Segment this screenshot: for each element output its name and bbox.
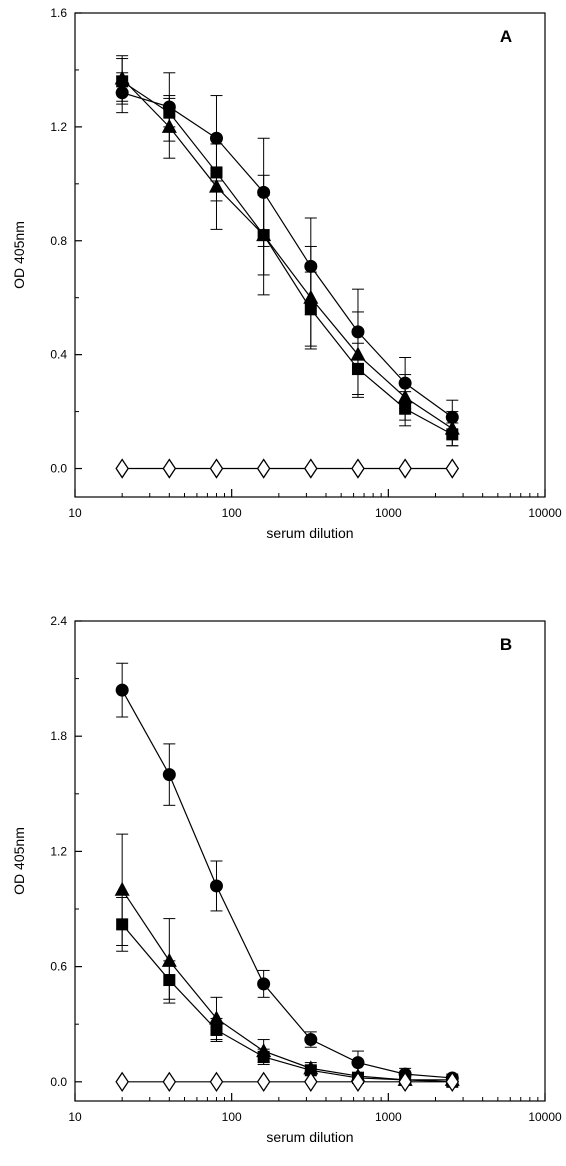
panel-b-series-line <box>121 689 453 1079</box>
panel-b-data-point-circle <box>209 879 223 893</box>
panel-b-data-point-circle <box>115 683 129 697</box>
panel-b-x-tick-label: 1000 <box>375 1110 402 1124</box>
panel-a-y-tick-label: 1.2 <box>50 120 67 134</box>
panel-a-data-point-triangle <box>256 227 272 242</box>
panel-a-x-axis-title: serum dilution <box>266 525 353 541</box>
panel-b-x-axis-title: serum dilution <box>266 1129 353 1145</box>
panel-b-y-tick-label: 1.8 <box>50 729 67 743</box>
panel-b-data-point-square <box>257 1050 270 1063</box>
panel-b-data-point-diamond <box>209 1071 224 1092</box>
panel-a-series-line <box>121 92 453 418</box>
panel-b-series-line <box>121 923 453 1083</box>
panel-b-data-point-square <box>116 918 129 931</box>
panel-a-data-point-diamond <box>304 458 318 479</box>
panel-a-x-tick-label: 1000 <box>375 506 402 520</box>
panel-a-y-axis-title: OD 405nm <box>11 221 27 289</box>
panel-b-y-tick-label: 0.0 <box>50 1075 67 1089</box>
panel-a-data-point-triangle <box>208 178 224 193</box>
panel-b-x-tick-label: 100 <box>222 1110 242 1124</box>
panel-a-data-point-diamond <box>398 458 412 479</box>
panel-b-data-point-triangle <box>161 952 177 967</box>
panel-a-series-diamond-open <box>115 458 460 479</box>
panel-b-y-axis-title: OD 405nm <box>11 827 27 895</box>
panel-a-series-line <box>121 78 453 430</box>
panel-a-series-line <box>121 80 453 435</box>
panel-a-chart: 0.0 0.4 0.8 1.2 1.6 10 100 1000 10000 serum dilut… <box>11 6 562 541</box>
panel-b-data-point-circle <box>351 1056 365 1070</box>
panel-b-plot-frame <box>74 620 546 1102</box>
panel-b-data-point-circle <box>162 768 176 782</box>
panel-b-data-point-square <box>210 1023 223 1036</box>
panel-b-data-point-diamond <box>398 1071 412 1092</box>
panel-b-series-diamond-open <box>115 1071 460 1092</box>
panel-a-data-point-triangle <box>350 346 366 361</box>
panel-b-y-tick-label: 2.4 <box>50 614 67 628</box>
panel-a-data-point-triangle <box>303 289 319 304</box>
panel-a-data-point-diamond <box>209 458 224 479</box>
panel-a-x-tick-label: 10000 <box>528 506 562 520</box>
panel-a-data-point-diamond <box>351 458 365 479</box>
panel-a-data-point-triangle <box>397 389 413 404</box>
panel-a-data-point-diamond <box>162 458 177 479</box>
panel-a-data-point-diamond <box>115 458 129 479</box>
panel-b-data-point-diamond <box>256 1071 271 1092</box>
panel-b-data-point-diamond <box>351 1071 365 1092</box>
panel-b-x-tick-label: 10 <box>68 1110 82 1124</box>
panel-b-x-tick-label: 10000 <box>528 1110 562 1124</box>
panel-b-data-point-circle <box>304 1033 318 1047</box>
panel-b-series-circle-filled <box>115 662 459 1085</box>
panel-b-chart: 0.0 0.6 1.2 1.8 2.4 10 100 1000 10000 serum dilut… <box>11 614 562 1145</box>
panel-b-data-point-triangle <box>208 1010 224 1025</box>
panel-a-data-point-triangle <box>444 420 460 435</box>
panel-a-y-tick-label: 0.8 <box>50 234 67 248</box>
panel-a-x-tick-label: 10 <box>68 506 82 520</box>
panel-a-data-point-circle <box>209 131 223 145</box>
panel-b-y-tick-label: 0.6 <box>50 960 67 974</box>
panel-a-y-tick-label: 0.0 <box>50 462 67 476</box>
panel-b-data-point-square <box>304 1064 317 1077</box>
panel-b-data-point-circle <box>257 977 271 991</box>
panel-b-data-point-diamond <box>445 1071 460 1092</box>
panel-b-data-point-diamond <box>115 1071 129 1092</box>
panel-a-y-tick-label: 0.4 <box>50 348 67 362</box>
panel-b-y-tick-label: 1.2 <box>50 844 67 858</box>
panel-b-series-triangle-filled <box>114 833 460 1086</box>
panel-a-data-point-triangle <box>161 118 177 133</box>
panel-b-data-point-square <box>163 974 176 987</box>
panel-b-data-point-diamond <box>304 1071 318 1092</box>
panel-b-data-point-diamond <box>162 1071 177 1092</box>
panel-a-series-triangle-filled <box>114 55 460 447</box>
panel-b-panel-label: B <box>500 635 512 654</box>
panel-a-data-point-diamond <box>445 458 460 479</box>
panel-a-plot-frame <box>74 12 546 498</box>
panel-a-data-point-diamond <box>256 458 271 479</box>
panel-a-panel-label: A <box>500 27 512 46</box>
panel-a-data-point-triangle <box>114 70 130 85</box>
panel-a-y-tick-label: 1.6 <box>50 6 67 20</box>
panel-a-x-tick-label: 100 <box>222 506 242 520</box>
panel-b-data-point-triangle <box>114 881 130 896</box>
